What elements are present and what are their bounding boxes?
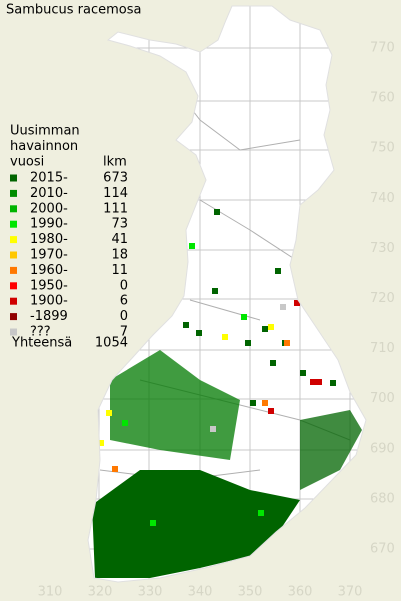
legend-label: 1960-	[30, 263, 68, 278]
legend-swatch	[10, 313, 17, 321]
grid-label-x: 310	[38, 585, 63, 600]
legend-count: 7	[120, 325, 128, 340]
legend-label: 1950-	[30, 278, 68, 293]
legend-heading: havainnon	[10, 139, 78, 154]
grid-label-y: 750	[370, 141, 395, 156]
legend-swatch	[10, 282, 17, 290]
observation-square	[280, 304, 286, 310]
observation-area	[110, 350, 240, 460]
legend-label: 2000-	[30, 201, 68, 216]
observation-square	[210, 426, 216, 432]
observation-squares	[122, 243, 264, 526]
legend-count: 6	[120, 294, 128, 309]
legend-swatch	[10, 297, 17, 305]
observation-area	[300, 410, 362, 490]
grid-label-y: 770	[370, 41, 395, 56]
legend-count: 18	[111, 248, 128, 263]
legend-swatch	[10, 220, 17, 228]
grid-label-y: 690	[370, 441, 395, 456]
grid-label-x: 360	[288, 585, 313, 600]
grid-label-y: 720	[370, 291, 395, 306]
grid-label-y: 730	[370, 241, 395, 256]
grid-label-y: 680	[370, 491, 395, 506]
grid-label-y: 740	[370, 191, 395, 206]
observations	[92, 209, 362, 578]
legend-total-label: Yhteensä	[11, 336, 72, 351]
legend-count: 11	[111, 263, 128, 278]
grid-label-y: 700	[370, 391, 395, 406]
legend-label: 2010-	[30, 186, 68, 201]
legend-count: 0	[120, 278, 128, 293]
legend-count: 73	[111, 217, 128, 232]
legend-swatch	[10, 189, 17, 197]
observation-squares	[268, 300, 322, 414]
legend-count: 0	[120, 309, 128, 324]
legend-total: 1054	[95, 336, 128, 351]
legend-swatch	[10, 174, 17, 182]
legend-label: -1899	[30, 309, 68, 324]
observation-squares	[183, 209, 336, 406]
legend-count: 673	[103, 171, 128, 186]
legend-heading: Uusimman	[10, 124, 80, 139]
legend-swatch	[10, 205, 17, 213]
grid-label-x: 330	[138, 585, 163, 600]
legend-label: 1990-	[30, 217, 68, 232]
legend-heading: vuosi	[10, 155, 44, 170]
legend-count-heading: lkm	[103, 155, 127, 170]
grid-label-y: 670	[370, 542, 395, 557]
observation-area	[92, 470, 300, 578]
grid-label-y: 760	[370, 91, 395, 106]
legend-count: 41	[111, 232, 128, 247]
legend-label: 1900-	[30, 294, 68, 309]
legend-count: 114	[103, 186, 128, 201]
legend-label: 1970-	[30, 248, 68, 263]
grid-label-x: 370	[338, 585, 363, 600]
legend-label: 1980-	[30, 232, 68, 247]
grid-label-x: 320	[88, 585, 113, 600]
legend-swatch	[10, 251, 17, 259]
map-title: Sambucus racemosa	[6, 3, 141, 18]
legend-swatch	[10, 266, 17, 274]
grid-label-x: 340	[188, 585, 213, 600]
grid-label-y: 710	[370, 341, 395, 356]
grid-label-x: 350	[238, 585, 263, 600]
legend-swatch	[10, 328, 17, 336]
legend-count: 111	[103, 201, 128, 216]
legend-label: ???	[30, 325, 51, 340]
observation-squares	[112, 340, 290, 472]
legend-swatch	[10, 236, 17, 244]
legend-label: 2015-	[30, 171, 68, 186]
